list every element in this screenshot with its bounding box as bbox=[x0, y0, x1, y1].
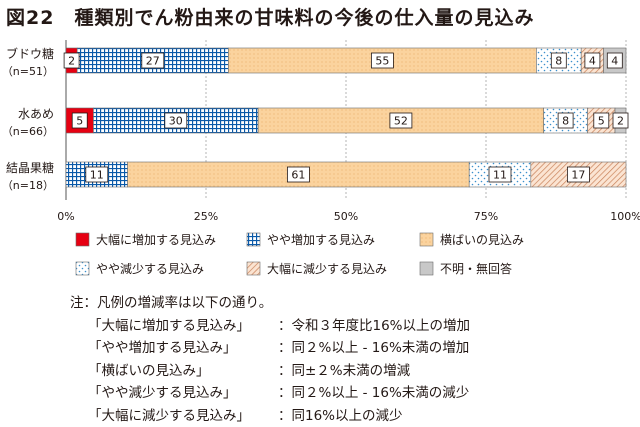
note-item: 「大幅に増加する見込み」：令和３年度比16%以上の増加 bbox=[70, 315, 470, 338]
legend-label: 大幅に減少する見込み bbox=[267, 261, 387, 276]
note-term: 「大幅に増加する見込み」 bbox=[88, 315, 278, 338]
legend-swatch bbox=[76, 233, 89, 246]
data-label: 27 bbox=[146, 55, 160, 68]
note-term: 「大幅に減少する見込み」 bbox=[88, 405, 278, 427]
data-label: 52 bbox=[394, 115, 408, 128]
data-label: 5 bbox=[598, 115, 605, 128]
data-label: 2 bbox=[617, 115, 624, 128]
notes-header: 注：凡例の増減率は以下の通り。 bbox=[70, 292, 470, 315]
legend-label: やや増加する見込み bbox=[267, 233, 375, 247]
legend-swatch bbox=[420, 262, 433, 275]
x-tick-label: 75% bbox=[474, 210, 498, 223]
legend-swatch bbox=[76, 262, 89, 275]
note-item: 「大幅に減少する見込み」：同16%以上の減少 bbox=[70, 405, 470, 427]
data-label: 2 bbox=[68, 55, 75, 68]
data-label: 8 bbox=[555, 55, 562, 68]
data-label: 17 bbox=[571, 169, 585, 182]
data-label: 30 bbox=[169, 115, 183, 128]
note-desc: ：同16%以上の減少 bbox=[278, 405, 403, 427]
note-term: 「やや減少する見込み」 bbox=[88, 382, 278, 405]
data-label: 5 bbox=[76, 115, 83, 128]
category-n-label: （n=51） bbox=[2, 65, 54, 78]
data-label: 11 bbox=[90, 169, 104, 182]
x-tick-label: 100% bbox=[610, 210, 640, 223]
legend-swatch bbox=[420, 233, 433, 246]
category-label: 水あめ bbox=[18, 107, 54, 121]
category-label: ブドウ糖 bbox=[6, 46, 54, 61]
note-item: 「横ばいの見込み」：同±２%未満の増減 bbox=[70, 360, 470, 383]
legend-swatch bbox=[247, 233, 260, 246]
note-desc: ：同２%以上 - 16%未満の減少 bbox=[278, 382, 469, 405]
legend-label: やや減少する見込み bbox=[96, 261, 204, 276]
data-label: 8 bbox=[562, 115, 569, 128]
note-desc: ：同±２%未満の増減 bbox=[278, 360, 410, 383]
legend-label: 大幅に増加する見込み bbox=[96, 232, 216, 247]
note-term: 「やや増加する見込み」 bbox=[88, 337, 278, 360]
data-label: 55 bbox=[375, 55, 389, 68]
notes: 注：凡例の増減率は以下の通り。 「大幅に増加する見込み」：令和３年度比16%以上… bbox=[70, 292, 470, 427]
note-item: 「やや増加する見込み」：同２%以上 - 16%未満の増加 bbox=[70, 337, 470, 360]
data-label: 4 bbox=[589, 55, 596, 68]
category-label: 結晶果糖 bbox=[6, 160, 54, 175]
x-tick-label: 25% bbox=[194, 210, 218, 223]
x-tick-label: 50% bbox=[334, 210, 358, 223]
data-label: 11 bbox=[493, 169, 507, 182]
note-item: 「やや減少する見込み」：同２%以上 - 16%未満の減少 bbox=[70, 382, 470, 405]
x-tick-label: 0% bbox=[57, 210, 74, 223]
category-n-label: （n=18） bbox=[2, 179, 54, 192]
note-desc: ：令和３年度比16%以上の増加 bbox=[278, 315, 470, 338]
note-term: 「横ばいの見込み」 bbox=[88, 360, 278, 383]
data-label: 4 bbox=[611, 55, 618, 68]
legend-label: 不明・無回答 bbox=[440, 261, 512, 276]
note-desc: ：同２%以上 - 16%未満の増加 bbox=[278, 337, 469, 360]
legend-swatch bbox=[247, 262, 260, 275]
category-n-label: （n=66） bbox=[2, 125, 54, 138]
legend-label: 横ばいの見込み bbox=[440, 233, 524, 247]
data-label: 61 bbox=[291, 169, 305, 182]
